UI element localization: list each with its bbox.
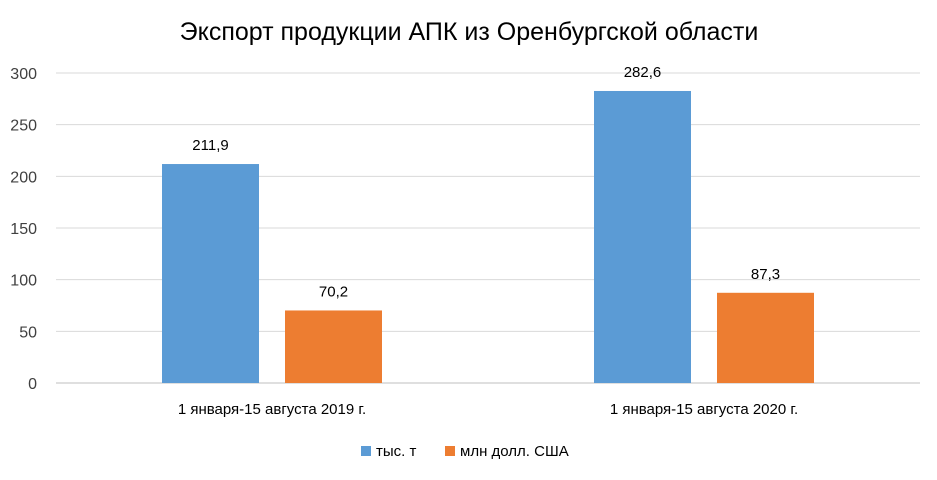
- bar: [285, 310, 382, 383]
- legend-swatch: [445, 446, 455, 456]
- data-label: 70,2: [319, 283, 348, 300]
- bar: [162, 164, 259, 383]
- bar: [717, 292, 814, 383]
- data-label: 87,3: [751, 266, 780, 283]
- y-tick-label: 200: [10, 169, 37, 186]
- y-tick-label: 0: [28, 376, 37, 393]
- data-label: 282,6: [624, 64, 662, 81]
- y-tick-label: 50: [19, 324, 37, 341]
- y-axis-ticks: 0 50 100 150 200 250 300: [10, 66, 37, 393]
- x-axis-categories: 1 января-15 августа 2019 г. 1 января-15 а…: [178, 401, 798, 418]
- chart-title: Экспорт продукции АПК из Оренбургской об…: [180, 18, 759, 46]
- data-label: 211,9: [192, 137, 228, 154]
- legend: тыс. т млн долл. США: [361, 443, 569, 460]
- data-labels: 211,9 70,2 282,6 87,3: [192, 64, 780, 300]
- category-label: 1 января-15 августа 2020 г.: [610, 401, 798, 418]
- y-tick-label: 150: [10, 221, 37, 238]
- bar: [594, 90, 691, 383]
- legend-label: тыс. т: [376, 443, 416, 460]
- category-label: 1 января-15 августа 2019 г.: [178, 401, 366, 418]
- bars: [162, 90, 814, 383]
- y-tick-label: 100: [10, 273, 37, 290]
- legend-swatch: [361, 446, 371, 456]
- y-tick-label: 250: [10, 118, 37, 135]
- legend-label: млн долл. США: [460, 443, 569, 460]
- y-tick-label: 300: [10, 66, 37, 83]
